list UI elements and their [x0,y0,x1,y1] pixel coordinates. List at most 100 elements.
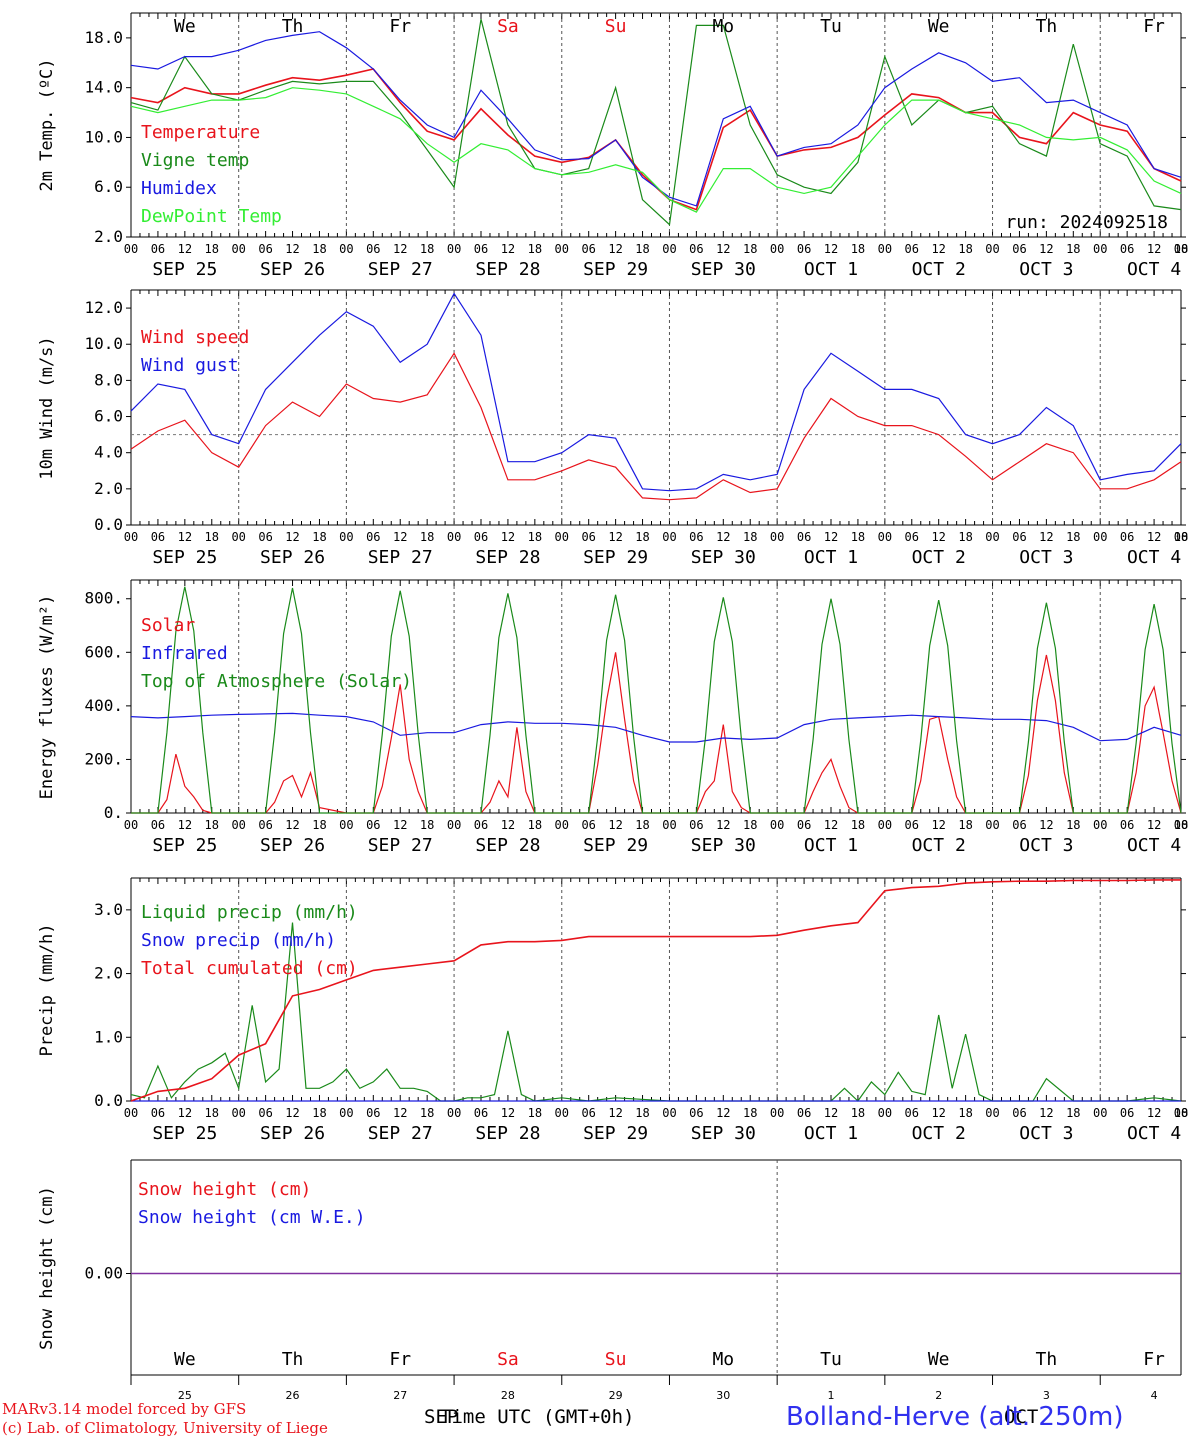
x-hour-label: 00 [124,530,138,544]
x-hour-label: 00 [555,242,569,256]
credit-line-1: MARv3.14 model forced by GFS [2,1400,247,1418]
legend-wind-gust: Wind gust [141,355,239,376]
x-hour-label: 06 [1120,530,1134,544]
y-tick-label: 14.0 [84,78,123,97]
x-hour-label: 00 [339,530,353,544]
x-date-label: SEP 26 [260,835,325,856]
x-hour-label: 06 [151,242,165,256]
x-hour-label: 06 [797,818,811,832]
x-hour-label: 00 [1093,1106,1107,1120]
x-hour-label: 00 [447,242,461,256]
x-hour-label: 00 [555,530,569,544]
x-hour-label: 00 [985,1106,999,1120]
x-date-label: OCT 3 [1019,547,1073,568]
x-hour-label: 06 [797,530,811,544]
x-hour-label: 12 [931,1106,945,1120]
x-hour-label: 00 [1174,530,1188,544]
y-tick-label: 2.0 [94,479,123,498]
x-hour-label: 00 [1174,242,1188,256]
x-hour-label: 06 [1012,242,1026,256]
x-date-label: SEP 25 [152,835,217,856]
x-date-label: SEP 27 [368,1123,433,1144]
day-name: We [928,1349,950,1370]
x-hour-label: 06 [474,530,488,544]
x-hour-label: 00 [662,242,676,256]
x-hour-label: 18 [851,530,865,544]
y-axis-label: Precip (mm/h) [37,923,57,1056]
x-hour-label: 00 [878,242,892,256]
x-hour-label: 06 [258,818,272,832]
x-date-label: SEP 27 [368,835,433,856]
x-date-label: SEP 29 [583,547,648,568]
x-hour-label: 00 [1174,1106,1188,1120]
x-hour-label: 18 [205,530,219,544]
x-hour-label: 18 [528,818,542,832]
x-date-label: OCT 1 [804,547,858,568]
day-name: Sa [497,1349,519,1370]
station-label: Bolland-Herve (alt. 250m) [786,1402,1124,1432]
series-line-humidex [130,31,1182,207]
legend-solar: Solar [141,615,195,636]
x-date-label: OCT 2 [912,547,966,568]
x-date-label: OCT 4 [1127,259,1181,280]
x-hour-label: 18 [851,1106,865,1120]
x-hour-label: 00 [662,530,676,544]
x-date-label: SEP 29 [583,1123,648,1144]
x-hour-label: 06 [797,1106,811,1120]
x-hour-label: 12 [501,818,515,832]
day-name: We [174,1349,196,1370]
day-name: Fr [389,1349,411,1370]
legend-dewpoint-temp: DewPoint Temp [141,206,282,227]
x-hour-label: 12 [824,530,838,544]
x-hour-label: 18 [420,242,434,256]
x-hour-label: 12 [716,530,730,544]
x-hour-label: 18 [1066,818,1080,832]
x-hour-label: 00 [985,242,999,256]
day-name: Th [1036,16,1058,37]
panel-3: 0. 200. 400. 600. 800. Energy fluxes (W/m²) So… [37,579,1188,856]
x-date-label: SEP 27 [368,547,433,568]
day-name: Tu [820,1349,842,1370]
x-date-label: SEP 30 [691,259,756,280]
x-hour-label: 00 [1174,818,1188,832]
x-hour-label: 12 [1147,242,1161,256]
x-date-label: OCT 3 [1019,1123,1073,1144]
legend-snow-height-cm-: Snow height (cm) [138,1179,311,1200]
x-date-label: SEP 30 [691,835,756,856]
x-date-label: OCT 2 [912,259,966,280]
x-date-label: SEP 26 [260,1123,325,1144]
x-hour-label: 00 [878,530,892,544]
x-hour-label: 18 [635,818,649,832]
x-date-label: SEP 25 [152,259,217,280]
x-hour-label: 18 [958,818,972,832]
y-tick-label: 6.0 [94,177,123,196]
day-name: Fr [1143,16,1165,37]
x-hour-label: 18 [1066,242,1080,256]
y-tick-label: 8.0 [94,370,123,389]
x-day-number: 27 [393,1389,407,1402]
bottom-month-left: SEP [424,1406,459,1428]
x-hour-label: 12 [393,530,407,544]
y-tick-label: 0.0 [94,515,123,534]
x-hour-label: 18 [420,818,434,832]
legend-wind-speed: Wind speed [141,327,249,348]
x-hour-label: 00 [1093,530,1107,544]
x-hour-label: 00 [1093,818,1107,832]
x-hour-label: 12 [285,530,299,544]
legend-infrared: Infrared [141,643,228,664]
y-tick-label: 0.00 [84,1264,123,1283]
x-hour-label: 18 [1066,1106,1080,1120]
x-hour-label: 00 [231,1106,245,1120]
day-name: Th [282,1349,304,1370]
day-name: Th [1036,1349,1058,1370]
x-hour-label: 12 [285,818,299,832]
x-day-number: 1 [828,1389,835,1402]
y-tick-label: 0. [104,803,123,822]
y-tick-label: 3.0 [94,900,123,919]
legend-humidex: Humidex [141,178,217,199]
y-axis-label: 2m Temp. (ºC) [37,58,57,191]
x-hour-label: 12 [931,242,945,256]
x-hour-label: 12 [393,242,407,256]
x-hour-label: 12 [1039,242,1053,256]
